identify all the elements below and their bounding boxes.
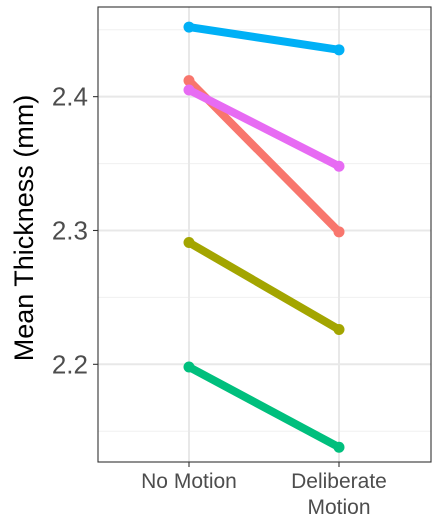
data-point [183,75,195,87]
data-point [183,237,195,249]
x-tick-label-line: Motion [307,496,370,519]
data-point [333,226,345,238]
data-point [183,21,195,33]
data-point [333,160,345,172]
series-1 [183,21,345,56]
series-4 [183,237,345,336]
minor-gridlines [98,29,431,432]
y-axis-title: Mean Thickness (mm) [9,95,39,362]
major-gridlines [98,7,431,462]
series-line [188,23,340,54]
data-point [333,441,345,453]
data-point [183,361,195,373]
x-tick-label: No Motion [141,470,237,493]
y-tick-label: 2.2 [52,349,88,379]
data-point [333,44,345,56]
data-point [333,324,345,336]
x-tick-label: Deliberate Motion [291,470,387,519]
axis-ticks [93,96,340,467]
x-tick-label-line: No Motion [141,470,237,493]
y-tick-label: 2.4 [52,82,88,112]
y-tick-label: 2.3 [52,215,88,245]
series-3 [183,84,345,172]
series-layer [183,21,345,453]
plot-panel-border [97,6,432,463]
x-axis-tick-labels: No Motion Deliberate Motion [141,470,387,519]
series-line [186,239,342,333]
y-axis-tick-labels: 2.2 2.3 2.4 [52,82,88,380]
data-point [183,84,195,96]
series-line [187,363,341,451]
series-5 [183,361,345,453]
series-line [187,86,341,170]
x-tick-label-line: Deliberate [291,470,387,493]
